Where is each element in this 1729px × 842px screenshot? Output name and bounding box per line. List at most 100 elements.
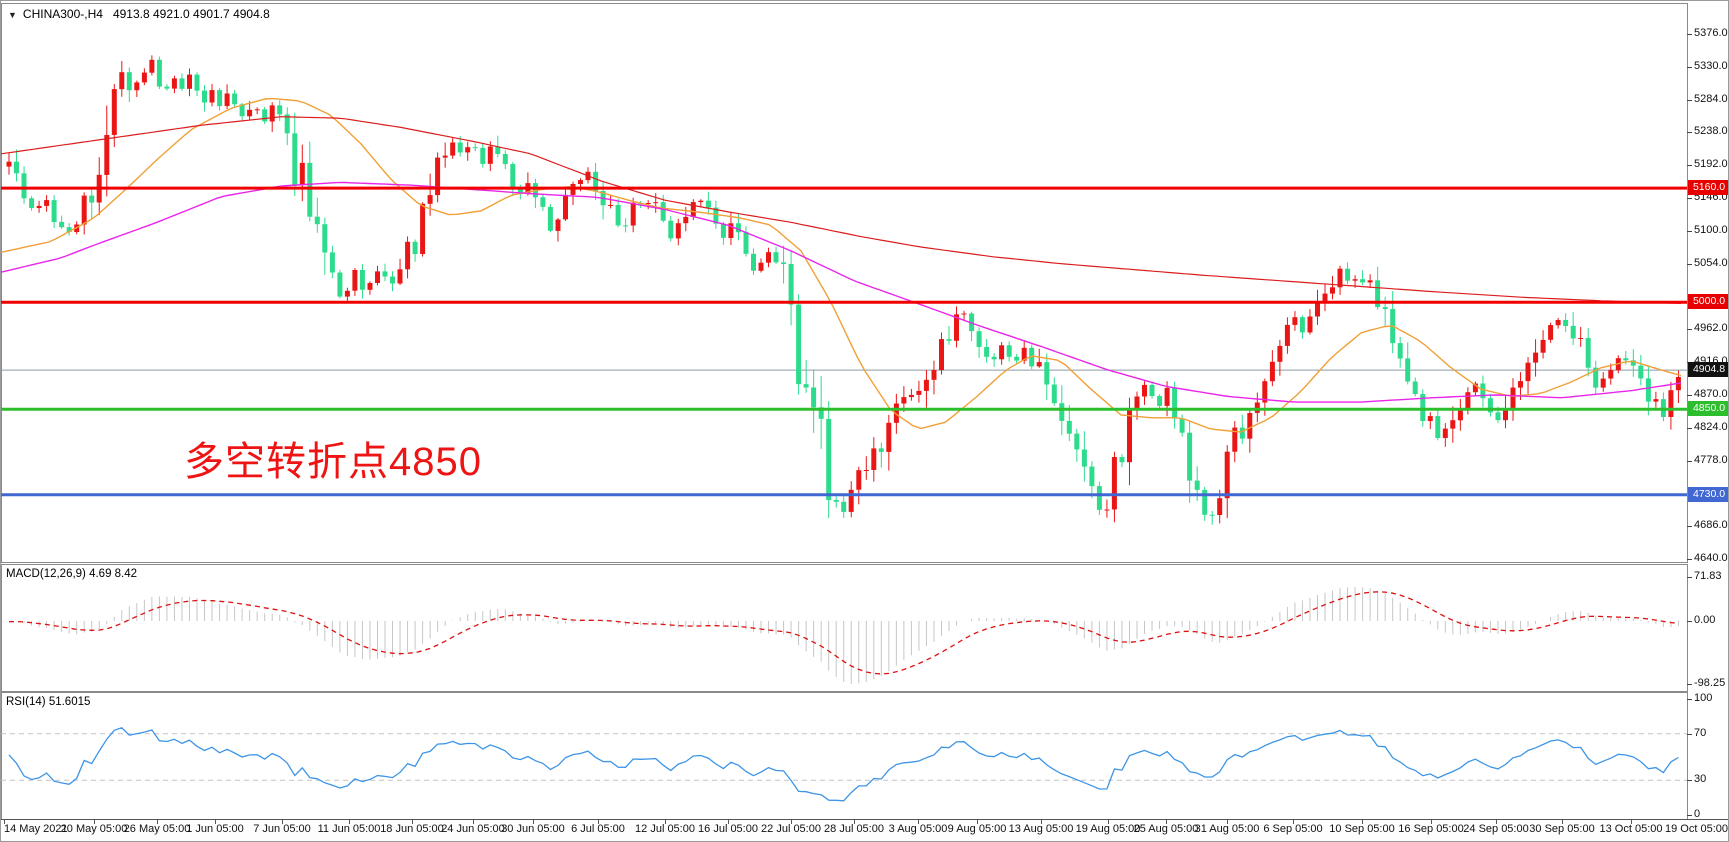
time-axis-label: 7 Jun 05:00 [253,823,311,835]
axis-tick [1687,132,1692,133]
axis-tick [1687,67,1692,68]
time-axis-label: 13 Aug 05:00 [1008,823,1074,835]
axis-tick [412,820,413,824]
symbol-name: CHINA300-,H4 [22,7,103,21]
main-chart-panel [1,3,1688,563]
candles-layer [6,55,1681,525]
price-axis-label: 4870.0 [1694,388,1728,400]
macd-signal-line [9,591,1679,675]
axis-tick [1687,231,1692,232]
time-axis-label: 16 Jul 05:00 [698,823,758,835]
axis-tick [1687,559,1692,560]
price-axis-label: 5192.0 [1694,158,1728,170]
axis-tick [1631,820,1632,824]
time-axis-label: 1 Jun 05:00 [186,823,244,835]
rsi-axis-label: 30 [1694,773,1707,785]
rsi-line [8,727,1679,802]
axis-tick [533,820,534,824]
time-axis-label: 16 Sep 05:00 [1398,823,1464,835]
rsi-indicator-label: RSI(14) 51.6015 [6,696,91,708]
rsi-axis-label: 0 [1694,808,1701,820]
chart-dropdown-icon[interactable]: ▼ [8,10,17,20]
price-badge: 4904.8 [1688,362,1728,377]
time-axis-label: 30 Sep 05:00 [1529,823,1595,835]
axis-tick [1687,198,1692,199]
ma-slow-red [1,116,1682,304]
time-axis-label: 28 Jul 05:00 [824,823,884,835]
price-badge: 5160.0 [1688,180,1728,195]
axis-tick [918,820,919,824]
axis-tick [1108,820,1109,824]
ma-fast-orange [1,97,1682,433]
price-axis-label: 5054.0 [1694,257,1728,269]
time-axis-label: 30 Jun 05:00 [501,823,565,835]
time-axis-label: 18 Jun 05:00 [380,823,444,835]
time-axis-label: 11 Jun 05:00 [317,823,381,835]
macd-axis-label: 0.00 [1694,614,1716,626]
axis-tick [728,820,729,824]
price-axis-label: 5238.0 [1694,125,1728,137]
time-axis-label: 13 Oct 05:00 [1599,823,1663,835]
time-axis-label: 26 May 05:00 [123,823,191,835]
time-axis-label: 12 Jul 05:00 [635,823,695,835]
price-axis-label: 4778.0 [1694,454,1728,466]
time-axis-label: 9 Aug 05:00 [947,823,1007,835]
axis-tick [1687,395,1692,396]
axis-tick [977,820,978,824]
axis-tick [4,820,5,824]
candlestick-chart[interactable] [1,4,1687,562]
macd-axis-label: -98.25 [1694,677,1726,689]
time-axis-label: 6 Sep 05:00 [1263,823,1323,835]
axis-tick [1687,100,1692,101]
axis-tick [349,820,350,824]
axis-tick [1562,820,1563,824]
price-axis-label: 5376.0 [1694,27,1728,39]
time-axis-label: 19 Aug 05:00 [1075,823,1141,835]
macd-chart[interactable] [1,565,1687,691]
axis-tick [1687,461,1692,462]
price-badge: 4850.0 [1688,401,1728,416]
time-axis-label: 24 Sep 05:00 [1463,823,1529,835]
axis-tick [215,820,216,824]
price-axis-label: 4686.0 [1694,519,1728,531]
time-axis-label: 6 Jul 05:00 [571,823,625,835]
ma-medium-magenta [1,181,1682,403]
time-axis-label: 24 Jun 05:00 [441,823,505,835]
time-axis: 14 May 2021 20 May 05:00 26 May 05:00 1 Jun… [1,819,1728,841]
axis-tick [1227,820,1228,824]
rsi-chart[interactable] [1,693,1687,818]
axis-tick [473,820,474,824]
axis-tick [854,820,855,824]
price-badge: 5000.0 [1688,294,1728,309]
axis-tick [1687,329,1692,330]
axis-tick [1496,820,1497,824]
axis-tick [282,820,283,824]
time-axis-label: 10 Sep 05:00 [1329,823,1395,835]
axis-tick [598,820,599,824]
macd-axis-label: 71.83 [1694,570,1722,582]
rsi-axis-label: 100 [1694,692,1713,704]
macd-panel [1,564,1688,692]
axis-tick [1687,577,1692,578]
time-axis-label: 14 May 2021 [4,823,68,835]
price-axis-label: 4962.0 [1694,322,1728,334]
moving-averages-layer [1,97,1682,433]
axis-tick [1687,428,1692,429]
axis-tick [1687,264,1692,265]
axis-tick [665,820,666,824]
axis-tick [1431,820,1432,824]
price-axis-label: 5100.0 [1694,224,1728,236]
annotation-text: 多空转折点4850 [184,440,482,484]
axis-tick [1687,526,1692,527]
axis-tick [1041,820,1042,824]
symbol-ohlc-values: 4913.8 4921.0 4901.7 4904.8 [112,7,270,21]
price-axis-label: 4640.0 [1694,552,1728,564]
time-axis-label: 22 Jul 05:00 [761,823,821,835]
time-axis-label: 3 Aug 05:00 [888,823,948,835]
price-badge: 4730.0 [1688,487,1728,502]
horizontal-levels-layer [1,186,1687,497]
axis-tick [1687,815,1692,816]
axis-tick [157,820,158,824]
axis-tick [1362,820,1363,824]
